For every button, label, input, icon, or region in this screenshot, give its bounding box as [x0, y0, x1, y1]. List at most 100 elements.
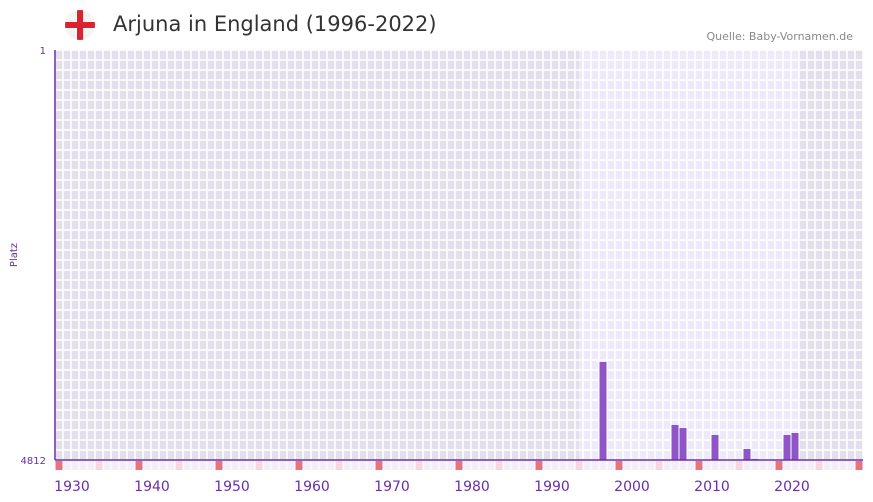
year-marker [79, 461, 87, 470]
year-marker [759, 461, 767, 470]
year-marker [279, 461, 287, 470]
year-marker [543, 461, 551, 470]
year-marker [479, 461, 487, 470]
year-marker [815, 461, 823, 470]
year-marker [695, 461, 703, 470]
year-marker [431, 461, 439, 470]
year-marker [471, 461, 479, 470]
year-marker [335, 461, 343, 470]
year-marker [231, 461, 239, 470]
year-marker [191, 461, 199, 470]
bar-2006 [679, 428, 687, 460]
bar-2010 [711, 435, 719, 460]
year-marker [511, 461, 519, 470]
bar-2005 [671, 424, 679, 460]
year-marker [615, 461, 623, 470]
year-marker [671, 461, 679, 470]
england-flag-icon [65, 10, 95, 40]
year-marker [359, 461, 367, 470]
year-marker [855, 461, 863, 470]
year-marker [679, 461, 687, 470]
year-marker [599, 461, 607, 470]
year-marker [703, 461, 711, 470]
year-marker [607, 461, 615, 470]
year-marker [399, 461, 407, 470]
bar-1996 [599, 361, 607, 460]
year-marker [223, 461, 231, 470]
year-marker [551, 461, 559, 470]
data-range-background [579, 50, 799, 460]
year-marker [839, 461, 847, 470]
year-marker [183, 461, 191, 470]
year-marker [95, 461, 103, 470]
year-marker [351, 461, 359, 470]
year-marker [175, 461, 183, 470]
year-marker [495, 461, 503, 470]
year-marker [119, 461, 127, 470]
x-tick-label: 2020 [774, 479, 810, 495]
year-marker [439, 461, 447, 470]
year-marker [823, 461, 831, 470]
bar-2014 [743, 449, 751, 460]
year-marker [631, 461, 639, 470]
year-marker [567, 461, 575, 470]
year-marker [831, 461, 839, 470]
year-marker [215, 461, 223, 470]
year-marker [263, 461, 271, 470]
year-marker [623, 461, 631, 470]
year-marker [111, 461, 119, 470]
year-marker [327, 461, 335, 470]
year-marker [55, 461, 63, 470]
x-tick-label: 1960 [294, 479, 330, 495]
year-marker [199, 461, 207, 470]
x-tick-label: 1980 [454, 479, 490, 495]
year-marker [663, 461, 671, 470]
year-marker [463, 461, 471, 470]
year-marker [527, 461, 535, 470]
year-marker [447, 461, 455, 470]
year-marker [743, 461, 751, 470]
y-tick-label: 4812 [21, 456, 46, 467]
year-marker [383, 461, 391, 470]
y-tick-label: 1 [40, 46, 46, 57]
year-marker [319, 461, 327, 470]
year-marker [391, 461, 399, 470]
year-marker [287, 461, 295, 470]
year-marker [311, 461, 319, 470]
year-marker [143, 461, 151, 470]
year-marker [487, 461, 495, 470]
year-marker [591, 461, 599, 470]
year-marker [735, 461, 743, 470]
year-marker [783, 461, 791, 470]
y-axis-label: Platz [9, 243, 20, 267]
year-marker [63, 461, 71, 470]
year-marker [847, 461, 855, 470]
year-marker [727, 461, 735, 470]
year-marker [127, 461, 135, 470]
year-marker [271, 461, 279, 470]
x-tick-label: 1970 [374, 479, 410, 495]
year-marker [343, 461, 351, 470]
x-tick-label: 1930 [54, 479, 90, 495]
source-link[interactable]: Quelle: Baby-Vornamen.de [706, 30, 853, 43]
year-marker [367, 461, 375, 470]
year-marker [135, 461, 143, 470]
year-marker [103, 461, 111, 470]
bar-2019 [783, 435, 791, 460]
year-marker [151, 461, 159, 470]
year-marker [159, 461, 167, 470]
year-marker [583, 461, 591, 470]
year-marker [455, 461, 463, 470]
year-marker [423, 461, 431, 470]
year-marker [719, 461, 727, 470]
year-marker [247, 461, 255, 470]
year-marker [751, 461, 759, 470]
year-marker [71, 461, 79, 470]
year-marker [559, 461, 567, 470]
year-marker [415, 461, 423, 470]
year-marker [207, 461, 215, 470]
year-marker [239, 461, 247, 470]
x-tick-label: 2000 [614, 479, 650, 495]
year-marker [647, 461, 655, 470]
